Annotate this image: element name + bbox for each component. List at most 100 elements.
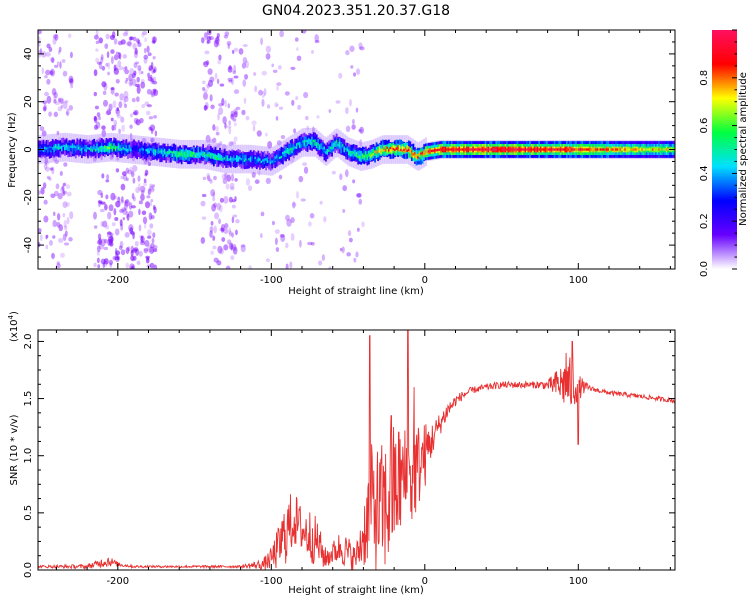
spectrogram-ridge-cell — [104, 145, 106, 148]
spectrogram-noise-mark — [153, 244, 159, 249]
spectrogram-ridge-cell — [372, 152, 375, 156]
spectrogram-ridge-cell — [285, 150, 287, 154]
spectrogram-noise-mark — [138, 183, 141, 191]
spectrogram-ridge-cell — [278, 156, 281, 160]
spectrogram-noise-mark — [105, 33, 110, 40]
spectrogram-noise-mark — [123, 96, 129, 103]
spectrogram-ridge-cell — [315, 143, 318, 146]
spectrogram-noise-mark — [57, 97, 61, 103]
spectrogram-noise-mark — [261, 90, 265, 99]
spectrogram-noise-mark — [200, 200, 206, 207]
spectrogram-ridge-cell — [613, 148, 616, 151]
spectrogram-noise-mark — [140, 189, 145, 195]
spectrogram-ridge-cell — [570, 148, 573, 151]
spectrogram-ridge-cell — [532, 148, 535, 151]
spectrogram-noise-mark — [213, 38, 218, 44]
spectrogram-noise-mark — [218, 218, 221, 225]
spectrogram-ridge-cell — [383, 147, 386, 150]
spectrogram-noise-mark — [104, 204, 108, 211]
spectrogram-noise-mark — [110, 87, 115, 91]
spectrogram-noise-mark — [206, 36, 212, 42]
spectrogram-ridge-cell — [123, 147, 126, 151]
spectrogram-noise-mark — [284, 91, 290, 96]
spectrogram-noise-mark — [129, 227, 134, 235]
spectrogram-ridge-cell — [334, 142, 337, 146]
spectrogram-ridge-cell — [119, 148, 122, 151]
spectrogram-noise-mark — [119, 199, 125, 204]
spectrogram-noise-mark — [215, 43, 221, 47]
spectrogram-noise-mark — [94, 105, 99, 110]
spectrogram-noise-mark — [223, 34, 229, 39]
spectrogram-ridge-cell — [107, 146, 109, 149]
spectrogram-noise-mark — [154, 130, 158, 137]
spectrogram-noise-mark — [105, 110, 111, 116]
spectrogram-ridge-cell — [507, 148, 510, 151]
spectrogram-noise-mark — [121, 124, 126, 132]
spectrogram-ridge-cell — [260, 160, 263, 164]
spectrogram-ridge-cell — [85, 149, 88, 153]
spectrogram-noise-mark — [45, 51, 51, 57]
spectrogram-noise-mark — [65, 184, 71, 190]
spectrogram-ridge-cell — [292, 147, 295, 151]
spectrogram-ridge-cell — [348, 152, 350, 155]
spectrogram-noise-mark — [93, 211, 97, 220]
spectrogram-noise-mark — [150, 128, 154, 135]
spectrogram-noise-mark — [143, 54, 149, 60]
spectrogram-ridge-cell — [134, 145, 137, 152]
spectrogram-ridge-cell — [329, 146, 332, 149]
spectrogram-noise-mark — [49, 239, 53, 246]
spectrogram-noise-mark — [152, 232, 156, 238]
spectrogram-noise-mark — [118, 101, 123, 109]
spectrogram-ridge-cell — [509, 148, 512, 151]
spectrogram-ridge-cell — [519, 148, 522, 151]
spectrogram-ridge-cell — [535, 148, 538, 151]
spectrogram-ridge-cell — [137, 149, 140, 152]
spectrogram-ridge-cell — [263, 158, 266, 165]
spectrogram-noise-mark — [124, 80, 128, 84]
spectrogram-noise-mark — [232, 70, 237, 75]
spectrogram-noise-mark — [140, 78, 145, 84]
spectrogram-noise-mark — [144, 201, 151, 209]
spectrogram-noise-mark — [62, 212, 66, 218]
spectrogram-ridge-cell — [547, 148, 550, 151]
spectrogram-noise-mark — [52, 37, 57, 45]
spectrogram-noise-mark — [335, 100, 341, 104]
snr-series-line — [38, 330, 675, 570]
spectrogram-noise-mark — [46, 175, 51, 180]
spectrogram-ridge-cell — [243, 154, 246, 161]
spectrogram-ridge-cell — [323, 149, 326, 152]
spectrogram-noise-mark — [217, 112, 220, 121]
spectrogram-ridge-cell — [344, 147, 347, 151]
spectrogram-noise-mark — [93, 91, 97, 97]
spectrogram-ridge-cell — [328, 146, 330, 152]
spectrogram-ridge-cell — [205, 150, 208, 157]
spectrogram-ridge-cell — [74, 145, 77, 149]
spectrogram-ridge-cell — [186, 154, 189, 158]
spectrogram-ridge-cell — [222, 158, 224, 161]
spectrogram-noise-mark — [260, 211, 265, 217]
spectrogram-ridge-cell — [242, 154, 244, 161]
spectrogram-ridge-cell — [142, 148, 145, 151]
spectrogram-ridge-cell — [280, 148, 283, 160]
spectrogram-ridge-cell — [173, 151, 175, 154]
spectrogram-noise-mark — [220, 227, 225, 233]
spectrogram-ridge-cell — [392, 147, 395, 151]
snr-xtick-label: -200 — [106, 576, 129, 587]
spectrogram-ridge-cell — [240, 157, 243, 161]
spectrogram-ridge-cell — [539, 148, 542, 151]
spectrogram-ridge-cell — [88, 147, 91, 150]
spectrogram-noise-mark — [214, 212, 220, 220]
spectrogram-noise-mark — [57, 213, 61, 221]
spectrogram-noise-mark — [234, 177, 238, 182]
spectrogram-ridge-cell — [467, 148, 470, 151]
spectrogram-ridge-cell — [426, 150, 429, 153]
spectrogram-ridge-cell — [64, 147, 66, 150]
spectrogram-ridge-cell — [113, 145, 116, 149]
spectrogram-ridge-cell — [541, 148, 544, 151]
spectrogram-ridge-cell — [298, 143, 301, 146]
spectrogram-noise-mark — [206, 175, 211, 182]
spectrogram-ridge-cell — [369, 152, 372, 159]
spectrogram-ridge-cell — [219, 153, 221, 160]
spectrogram-ridge-cell — [338, 144, 341, 147]
spectrogram-ridge-cell — [84, 148, 86, 152]
